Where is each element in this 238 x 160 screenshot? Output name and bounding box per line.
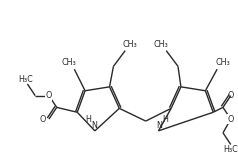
Text: CH₃: CH₃ — [61, 58, 76, 67]
Text: CH₃: CH₃ — [216, 58, 230, 67]
Text: N: N — [91, 121, 97, 130]
Text: CH₃: CH₃ — [153, 40, 168, 49]
Text: O: O — [228, 115, 234, 124]
Text: O: O — [46, 91, 52, 100]
Text: O: O — [40, 115, 46, 124]
Text: O: O — [228, 91, 234, 100]
Text: CH₃: CH₃ — [123, 40, 138, 49]
Text: H: H — [162, 115, 168, 124]
Text: H₃C: H₃C — [223, 145, 238, 154]
Text: N: N — [156, 121, 162, 130]
Text: H₃C: H₃C — [18, 75, 33, 84]
Text: H: H — [85, 115, 91, 124]
